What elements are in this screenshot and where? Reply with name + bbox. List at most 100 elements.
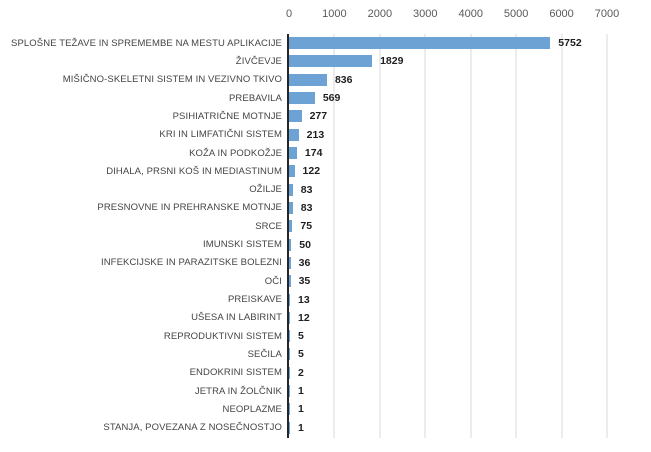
value-label: 2: [298, 366, 304, 379]
gridline: [333, 34, 335, 438]
bar-area: 83: [289, 181, 607, 199]
category-label: UŠESA IN LABIRINT: [191, 312, 282, 324]
value-label: 36: [298, 256, 311, 269]
value-label: 5: [298, 348, 304, 361]
x-axis-tick-label: 4000: [458, 8, 483, 20]
bar-row: PREISKAVE 13: [0, 290, 651, 308]
gridline: [561, 34, 563, 438]
bar: [289, 92, 315, 105]
bar-area: 5752: [289, 34, 607, 52]
category-label: PSIHIATRIČNE MOTNJE: [172, 110, 282, 122]
x-axis-tick-label: 0: [285, 8, 293, 20]
bar-area: 75: [289, 217, 607, 235]
category-label: SRCE: [255, 220, 282, 232]
bar-area: 12: [289, 309, 607, 327]
bar: [289, 165, 295, 178]
value-label: 5: [298, 330, 304, 343]
bar: [289, 421, 290, 434]
bar-area: 1: [289, 419, 607, 437]
bar: [289, 293, 290, 306]
x-axis-tick-label: 5000: [503, 8, 529, 20]
bar-row: IMUNSKI SISTEM 50: [0, 235, 651, 253]
bar-area: 213: [289, 126, 607, 144]
category-label: SEČILA: [247, 348, 282, 360]
bar-area: 569: [289, 89, 607, 107]
value-label: 122: [302, 165, 321, 178]
bar-area: 2: [289, 364, 607, 382]
bar-area: 5: [289, 327, 607, 345]
bar: [289, 55, 373, 68]
value-label: 836: [334, 73, 353, 86]
bar: [289, 275, 291, 288]
bar: [289, 311, 290, 324]
bar: [289, 403, 290, 416]
bar-row: STANJA, POVEZANA Z NOSEČNOSTJO 1: [0, 419, 651, 437]
gridline: [424, 34, 426, 438]
gridline: [606, 34, 608, 438]
plot-area: [289, 34, 608, 438]
gridline: [515, 34, 517, 438]
bar: [289, 385, 290, 398]
x-axis-tick-label: 1000: [322, 8, 347, 20]
value-label: 50: [299, 238, 311, 251]
bar-row: KOŽA IN PODKOŽJE 174: [0, 144, 651, 162]
bar-area: 1: [289, 400, 607, 418]
y-axis-line: [287, 34, 289, 438]
value-label: 12: [298, 311, 310, 324]
category-label: NEOPLAZME: [222, 403, 282, 415]
bar: [289, 183, 293, 196]
category-label: SPLOŠNE TEŽAVE IN SPREMEMBE NA MESTU APL…: [11, 37, 282, 49]
bar-row: REPRODUKTIVNI SISTEM 5: [0, 327, 651, 345]
bar-area: 174: [289, 144, 607, 162]
value-label: 5752: [558, 37, 582, 50]
value-label: 1: [298, 385, 304, 398]
bar: [289, 330, 290, 343]
category-label: ŽIVČEVJE: [235, 55, 282, 67]
bar-row: ŽIVČEVJE 1829: [0, 52, 651, 70]
value-label: 174: [304, 147, 323, 160]
category-label: IMUNSKI SISTEM: [203, 239, 282, 251]
gridline: [470, 34, 472, 438]
bar: [289, 220, 293, 233]
bar-row: ENDOKRINI SISTEM 2: [0, 364, 651, 382]
value-label: 83: [300, 183, 313, 196]
category-label: PRESNOVNE IN PREHRANSKE MOTNJE: [97, 202, 282, 214]
bar-row: SRCE 75: [0, 217, 651, 235]
bar: [289, 128, 299, 141]
category-label: KOŽA IN PODKOŽJE: [189, 147, 282, 159]
bar-area: 35: [289, 272, 607, 290]
category-label: OČI: [264, 275, 282, 287]
bar-area: 122: [289, 162, 607, 180]
category-label: JETRA IN ŽOLČNIK: [194, 385, 282, 397]
value-label: 35: [298, 275, 311, 288]
bar: [289, 366, 290, 379]
bar-row: PRESNOVNE IN PREHRANSKE MOTNJE 83: [0, 199, 651, 217]
bar: [289, 73, 327, 86]
bar: [289, 37, 551, 50]
bar-area: 1829: [289, 52, 607, 70]
category-label: DIHALA, PRSNI KOŠ IN MEDIASTINUM: [106, 165, 282, 177]
bar-row: UŠESA IN LABIRINT 12: [0, 309, 651, 327]
category-label: INFEKCIJSKE IN PARAZITSKE BOLEZNI: [100, 257, 282, 269]
category-label: KRI IN LIMFATIČNI SISTEM: [159, 129, 282, 141]
x-axis-tick-label: 6000: [549, 8, 574, 20]
rows: SPLOŠNE TEŽAVE IN SPREMEMBE NA MESTU APL…: [0, 34, 651, 437]
bar-area: 836: [289, 71, 607, 89]
value-label: 75: [300, 220, 313, 233]
bar-area: 5: [289, 345, 607, 363]
value-label: 1829: [380, 55, 404, 68]
bar: [289, 110, 302, 123]
value-label: 13: [298, 293, 310, 306]
category-label: STANJA, POVEZANA Z NOSEČNOSTJO: [103, 422, 282, 434]
value-label: 1: [298, 421, 304, 434]
x-axis: 0 1000 2000 3000 4000 5000 6000 7000: [285, 8, 619, 24]
value-label: 569: [322, 92, 341, 105]
gridline: [379, 34, 381, 438]
bar-row: NEOPLAZME 1: [0, 400, 651, 418]
bar: [289, 147, 297, 160]
bar-row: INFEKCIJSKE IN PARAZITSKE BOLEZNI 36: [0, 254, 651, 272]
bar: [289, 201, 293, 214]
bar: [289, 256, 291, 269]
category-label: REPRODUKTIVNI SISTEM: [163, 330, 282, 342]
